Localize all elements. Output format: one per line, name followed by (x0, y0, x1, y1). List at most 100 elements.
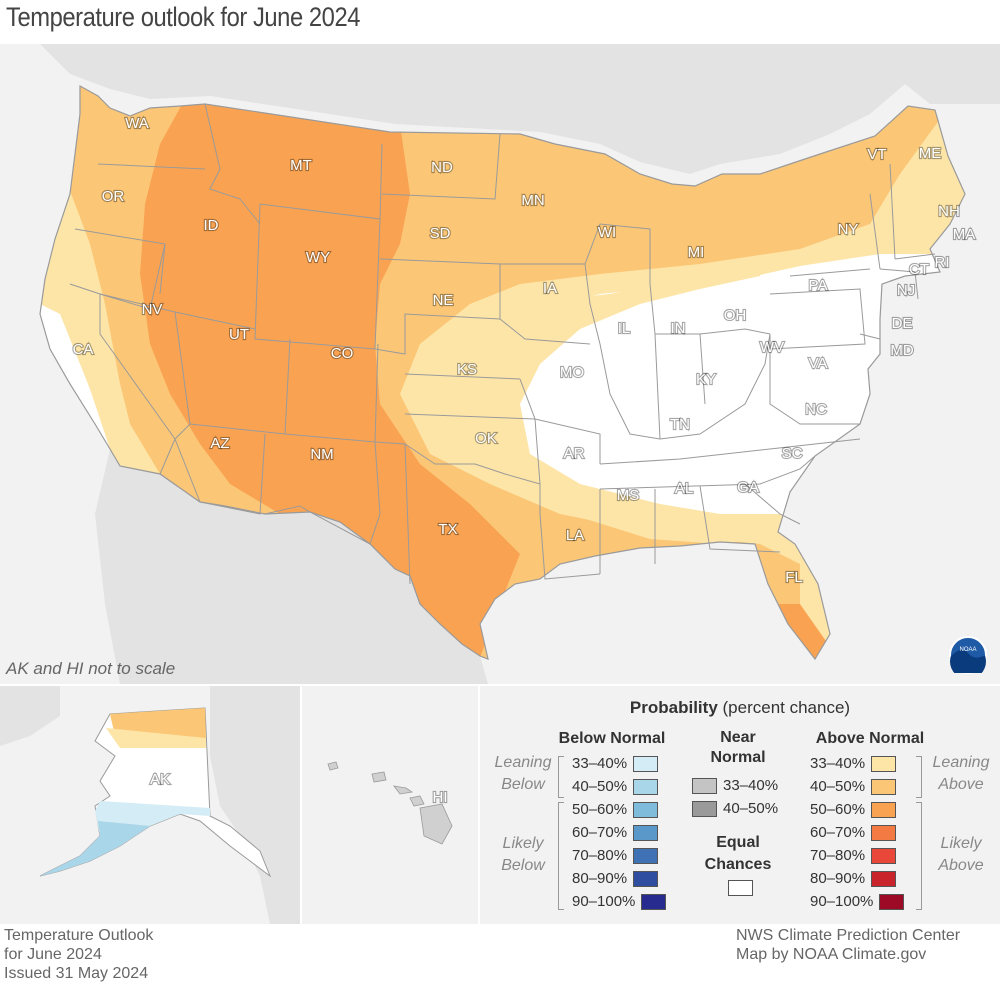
above-50-60-region (140, 99, 520, 659)
state-label-mo: MO (560, 364, 584, 381)
above-normal-swatch (871, 756, 897, 773)
state-label-oh: OH (724, 307, 747, 324)
below-normal-range-label: 90–100% (572, 893, 636, 910)
mexico-land (95, 449, 488, 684)
above-normal-range-label: 40–50% (810, 778, 866, 795)
state-label-hi: HI (433, 789, 448, 806)
below-normal-row: 50–60% (572, 801, 659, 819)
map-title: Temperature outlook for June 2024 (6, 2, 360, 32)
below-normal-swatch (633, 756, 659, 773)
state-label-ne: NE (433, 292, 454, 309)
russia-land (0, 686, 60, 746)
state-label-ut: UT (229, 326, 249, 343)
above-normal-swatch (871, 779, 897, 796)
footer-left: Temperature Outlook for June 2024 Issued… (4, 926, 153, 983)
footer-right: NWS Climate Prediction Center Map by NOA… (736, 926, 960, 964)
state-label-az: AZ (210, 435, 229, 452)
equal-chances-region (520, 254, 900, 514)
canada-land-ak (210, 686, 300, 924)
state-label-mt: MT (290, 157, 312, 174)
above-normal-swatch (871, 871, 897, 888)
near-normal-row: 33–40% (692, 777, 778, 795)
canada-land (0, 44, 1000, 174)
above-33-40-fringe (460, 259, 790, 544)
likely-below-label: Likely Below (501, 835, 545, 874)
state-label-ak: AK (150, 771, 170, 788)
bracket-leaning-above (916, 756, 922, 798)
state-label-la: LA (566, 527, 584, 544)
footer-right-line-1: NWS Climate Prediction Center (736, 927, 961, 944)
above-normal-range-label: 50–60% (810, 801, 866, 818)
below-normal-swatch (633, 848, 659, 865)
below-normal-range-label: 80–90% (572, 870, 628, 887)
hawaii-map: HI (327, 761, 453, 845)
below-normal-row: 80–90% (572, 870, 659, 888)
california-fringe (40, 239, 160, 484)
above-normal-range-label: 60–70% (810, 824, 866, 841)
state-label-ks: KS (457, 361, 477, 378)
state-label-wy: WY (306, 249, 330, 266)
alaska-below-40-50 (40, 821, 150, 876)
near-normal-swatch (692, 778, 717, 795)
state-label-tn: TN (670, 416, 690, 433)
legend-title: Probability (percent chance) (629, 698, 851, 717)
above-normal-row: 90–100% (810, 893, 905, 911)
below-normal-range-label: 70–80% (572, 847, 628, 864)
below-normal-range-label: 50–60% (572, 801, 628, 818)
state-label-ri: RI (935, 254, 950, 271)
state-label-mi: MI (688, 244, 705, 261)
below-normal-range-label: 60–70% (572, 824, 628, 841)
below-normal-swatch (633, 802, 659, 819)
state-label-co: CO (331, 345, 354, 362)
near-normal-range-label: 40–50% (723, 800, 779, 817)
equal-chances-header: Equal Chances (704, 834, 772, 873)
state-label-or: OR (102, 188, 125, 205)
below-normal-row: 40–50% (572, 778, 659, 796)
state-label-ms: MS (617, 487, 640, 504)
near-normal-range-label: 33–40% (723, 777, 779, 794)
state-label-ca: CA (73, 341, 94, 358)
near-normal-row: 40–50% (692, 800, 778, 818)
below-normal-swatch (641, 894, 667, 911)
leaning-above-label: Leaning Above (932, 754, 990, 793)
state-label-ga: GA (737, 479, 759, 496)
below-normal-swatch (633, 871, 659, 888)
state-label-me: ME (919, 145, 942, 162)
likely-above-label: Likely Above (938, 835, 984, 874)
below-normal-swatch (633, 779, 659, 796)
state-label-wv: WV (760, 339, 784, 356)
above-normal-range-label: 90–100% (810, 893, 874, 910)
below-normal-swatch (633, 825, 659, 842)
footer-left-line-3: Issued 31 May 2024 (4, 965, 149, 982)
alaska-map-panel: AK (0, 686, 300, 924)
state-label-pa: PA (809, 277, 828, 294)
state-labels: WA OR CA ID NV MT WY UT AZ CO NM ND SD NE KS OK TX MN IA MO… (71, 114, 976, 587)
state-label-sc: SC (782, 445, 803, 462)
leaning-below-label: Leaning Below (494, 754, 552, 793)
state-label-nd: ND (431, 159, 453, 176)
above-normal-row: 50–60% (810, 801, 897, 819)
near-normal-swatch (692, 801, 717, 818)
scale-note: AK and HI not to scale (6, 659, 176, 678)
equal-chances-swatch (728, 879, 753, 897)
state-label-wa: WA (125, 115, 149, 132)
below-normal-row: 70–80% (572, 847, 659, 865)
above-normal-row: 70–80% (810, 847, 897, 865)
above-normal-row: 40–50% (810, 778, 897, 796)
above-normal-range-label: 70–80% (810, 847, 866, 864)
state-label-sd: SD (430, 225, 451, 242)
noaa-logo: NOAA (949, 636, 987, 674)
state-label-tx: TX (438, 521, 457, 538)
state-label-nh: NH (938, 203, 960, 220)
state-label-al: AL (675, 480, 693, 497)
below-normal-row: 90–100% (572, 893, 667, 911)
above-normal-swatch (871, 848, 897, 865)
above-normal-range-label: 80–90% (810, 870, 866, 887)
state-label-de: DE (892, 315, 913, 332)
above-normal-header: Above Normal (815, 730, 925, 747)
above-normal-swatch (879, 894, 905, 911)
above-normal-range-label: 33–40% (810, 755, 866, 772)
footer-left-line-2: for June 2024 (4, 946, 102, 963)
below-normal-row: 60–70% (572, 824, 659, 842)
state-label-in: IN (671, 320, 686, 337)
